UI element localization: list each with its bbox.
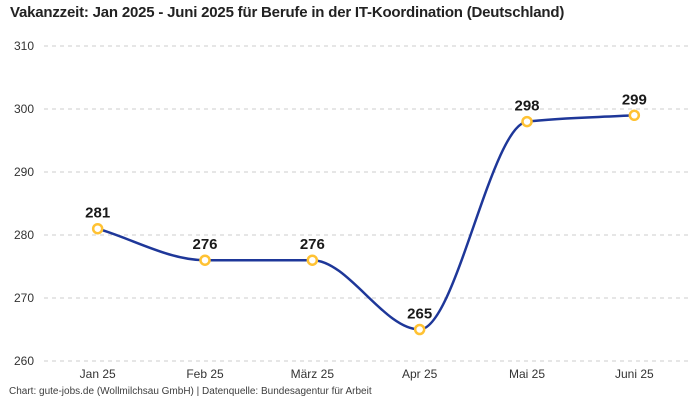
- y-axis-tick-label: 260: [14, 354, 34, 368]
- x-axis-tick-label: Feb 25: [186, 367, 224, 381]
- chart-title: Vakanzzeit: Jan 2025 - Juni 2025 für Ber…: [10, 4, 565, 21]
- data-point-label: 265: [407, 306, 432, 323]
- data-point-label: 276: [192, 236, 217, 253]
- data-point-label: 298: [514, 98, 539, 115]
- line-series: [96, 114, 636, 331]
- y-axis-tick-label: 290: [14, 165, 34, 179]
- x-axis-tick-label: März 25: [291, 367, 335, 381]
- x-axis-tick-label: Apr 25: [402, 367, 438, 381]
- data-point-label: 281: [85, 205, 110, 222]
- chart-footer: Chart: gute-jobs.de (Wollmilchsau GmbH) …: [9, 386, 372, 397]
- data-point: [91, 222, 104, 235]
- data-point-label: 276: [300, 236, 325, 253]
- data-point: [413, 323, 426, 336]
- x-axis-tick-label: Jan 25: [80, 367, 116, 381]
- y-axis-tick-label: 310: [14, 39, 34, 53]
- x-axis-tick-label: Mai 25: [509, 367, 545, 381]
- y-axis-tick-label: 280: [14, 228, 34, 242]
- data-point: [628, 109, 641, 122]
- data-point: [306, 254, 319, 266]
- x-axis-tick-label: Juni 25: [615, 367, 654, 381]
- data-point-label: 299: [622, 91, 647, 108]
- data-point: [521, 115, 533, 128]
- y-axis-tick-label: 270: [14, 291, 34, 305]
- data-point: [199, 254, 211, 266]
- y-axis-tick-label: 300: [14, 102, 34, 116]
